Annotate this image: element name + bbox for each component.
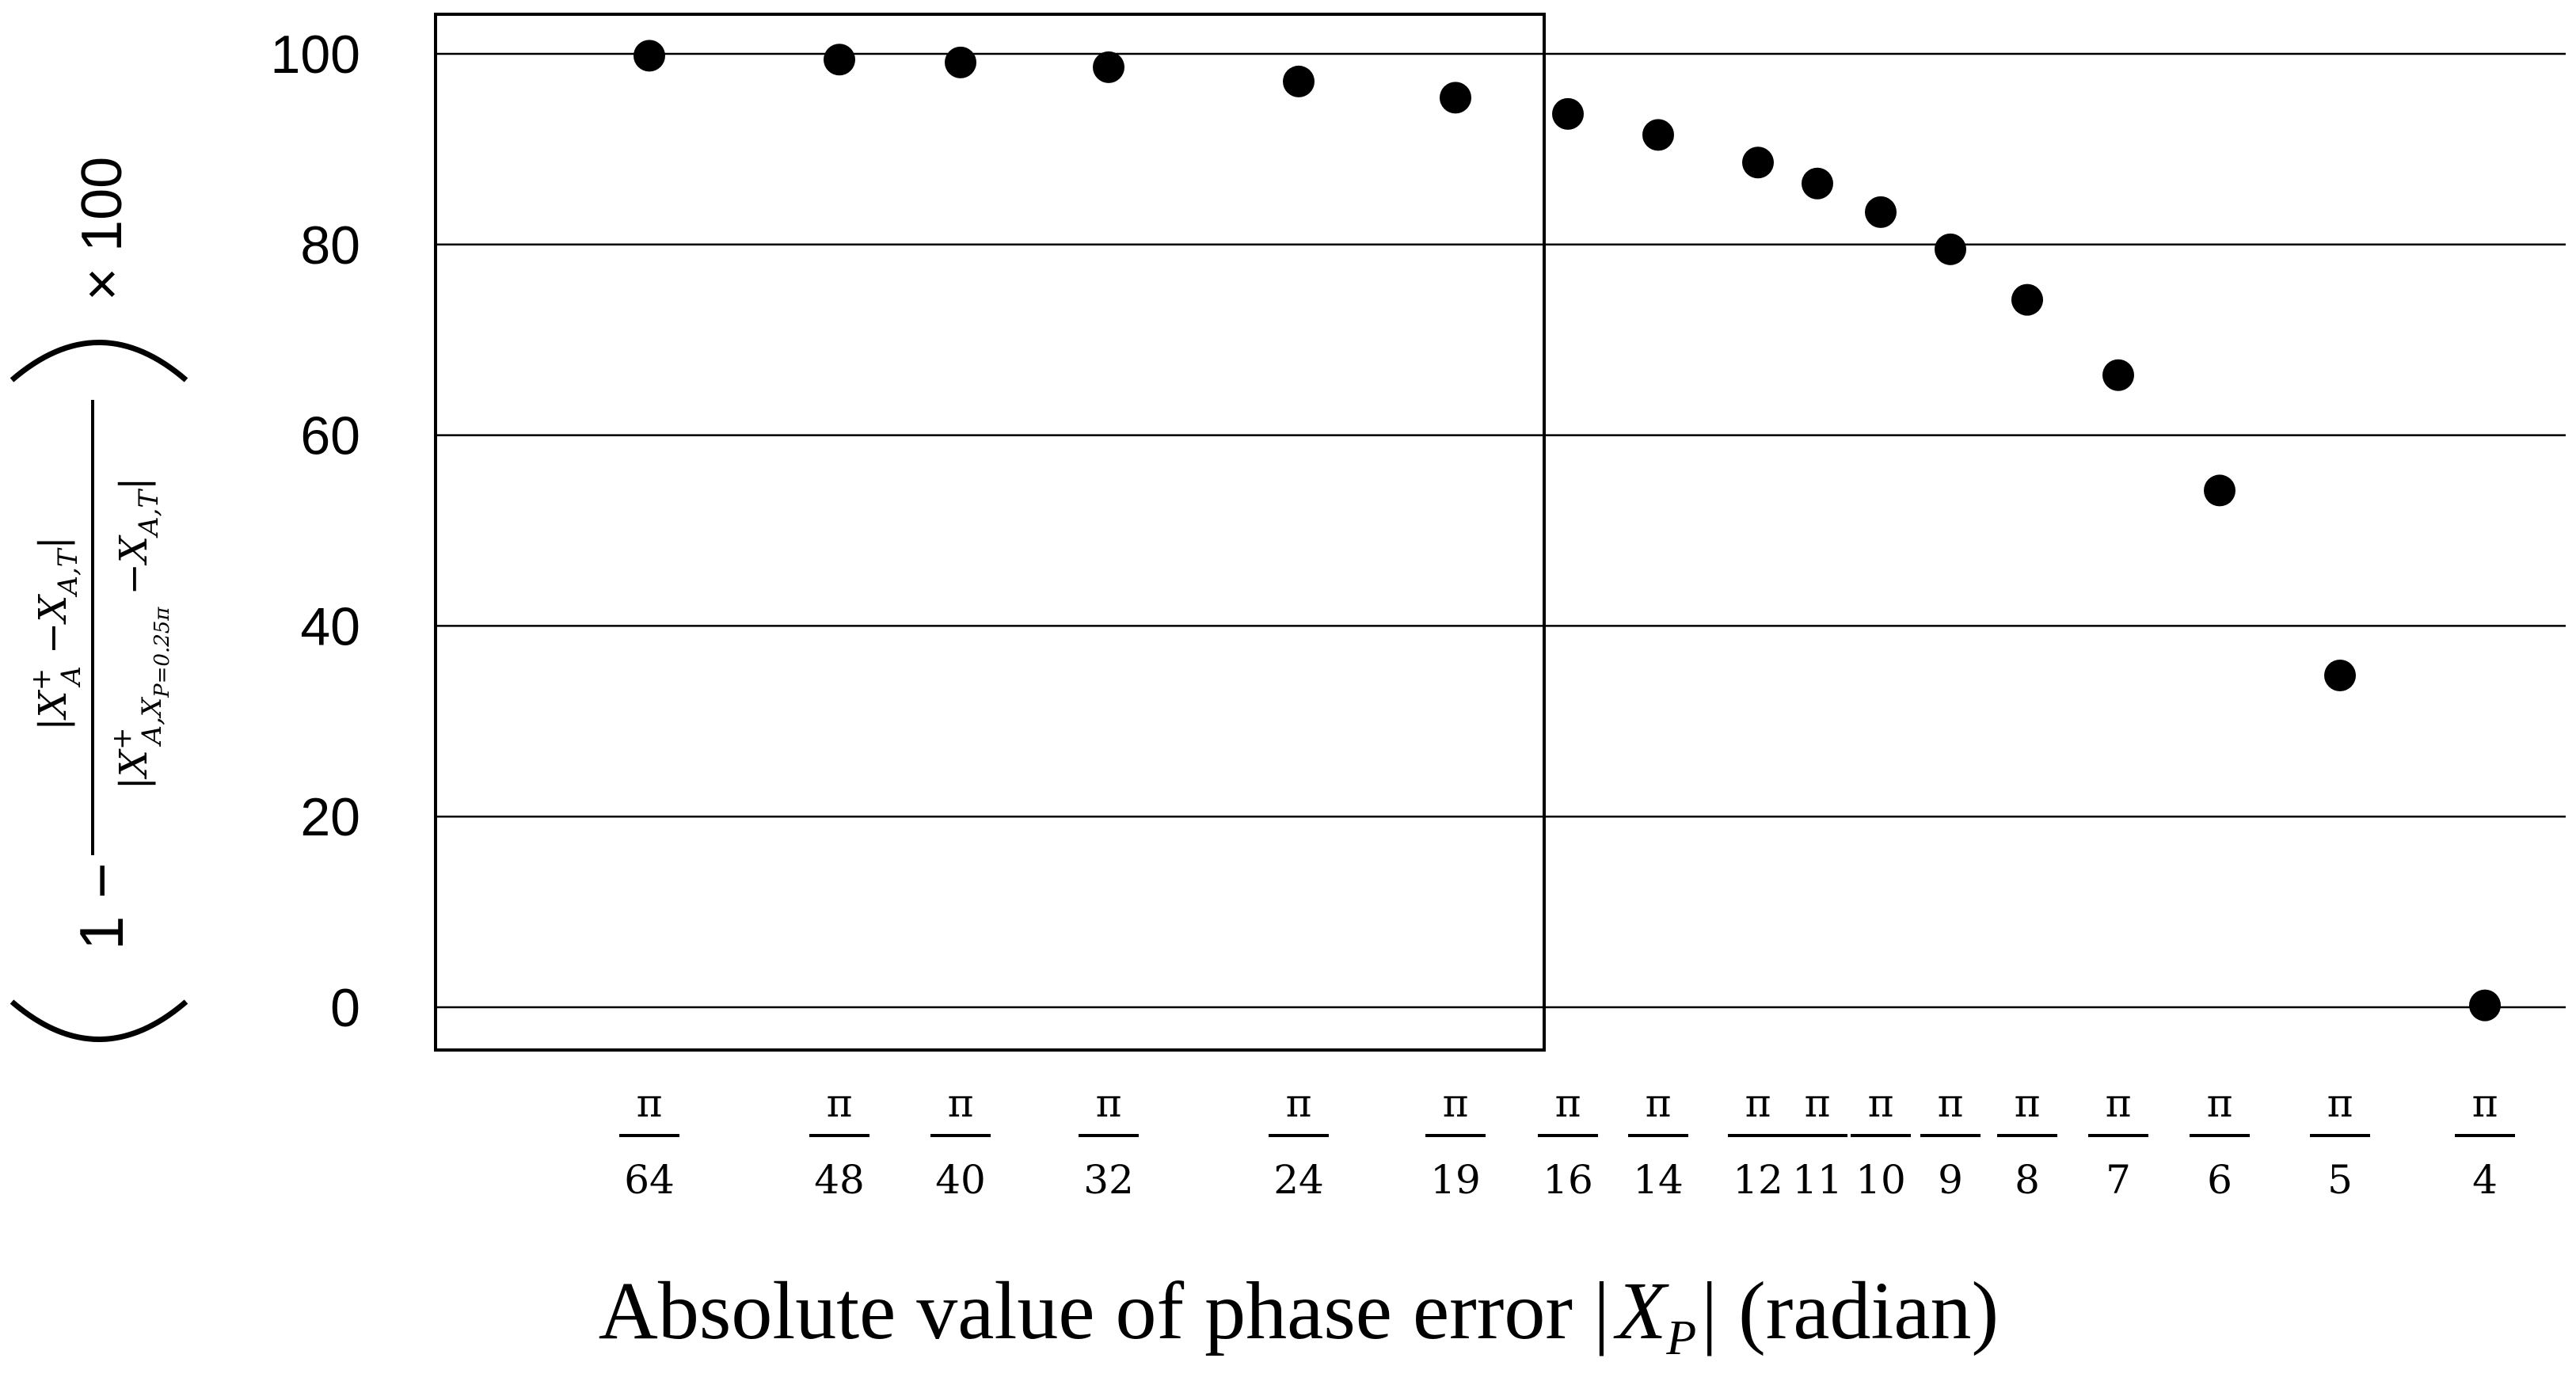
y-axis-title: 1 − |X+A −XA,T| |X+A,XP=0.25π −XA,T| × 1… [10, 157, 188, 1042]
data-point [1440, 82, 1471, 114]
x-tick-labels: π64π48π40π32π24π19π16π14π12π11π10π9π8π7π… [619, 1080, 2515, 1203]
x-tick-label: π8 [1997, 1080, 2057, 1203]
left-paren [10, 999, 188, 1042]
x-tick-label: π 19 [1425, 1080, 1486, 1203]
y-tick-label: 60 [300, 406, 360, 466]
x-tick-label: π 11 [1787, 1080, 1847, 1203]
x-tick-numerator: π [2207, 1080, 2233, 1126]
x-tick-denominator: 10 [1855, 1157, 1906, 1203]
gridlines [436, 52, 2566, 1009]
x-tick-numerator: π [1868, 1080, 1894, 1126]
y-tick-label: 40 [300, 596, 360, 656]
x-tick-numerator: π [1555, 1080, 1581, 1126]
x-tick-numerator: π [1286, 1080, 1312, 1126]
x-tick-label: π 16 [1538, 1080, 1598, 1203]
x-axis-title: Absolute value of phase error |XP| (radi… [599, 1265, 1999, 1365]
x-tick-label: π 64 [619, 1080, 679, 1203]
data-point [634, 40, 665, 72]
data-point [945, 46, 976, 78]
x-tick-label: π 40 [930, 1080, 991, 1203]
data-point [1642, 119, 1674, 151]
x-tick-numerator: π [2015, 1080, 2041, 1126]
x-tick-denominator: 12 [1733, 1157, 1783, 1203]
x-tick-denominator: 8 [2015, 1157, 2040, 1203]
y-tick-labels: 0 20 40 60 80 100 [271, 25, 360, 1038]
y-tick-label: 0 [330, 978, 360, 1038]
data-point [2324, 660, 2356, 692]
y-title-denominator: |X+A,XP=0.25π −XA,T| [106, 477, 174, 790]
data-point [2102, 359, 2134, 391]
x-tick-numerator: π [1646, 1080, 1672, 1126]
plot-frame [434, 13, 1546, 1052]
data-point [1283, 65, 1315, 97]
right-paren [10, 340, 188, 382]
data-point [1935, 233, 1966, 265]
data-point [2011, 283, 2043, 316]
x-tick-denominator: 9 [1938, 1157, 1963, 1203]
y-title-lead: 1 − [67, 862, 136, 950]
x-tick-numerator: π [948, 1080, 974, 1126]
x-tick-numerator: π [2472, 1080, 2498, 1126]
x-tick-denominator: 32 [1083, 1157, 1134, 1203]
x-tick-label: π 32 [1079, 1080, 1139, 1203]
x-tick-denominator: 14 [1633, 1157, 1684, 1203]
x-tick-numerator: π [2106, 1080, 2132, 1126]
y-title-numerator: |X+A −XA,T| [25, 536, 87, 730]
y-tick-label: 100 [271, 25, 360, 85]
x-tick-label: π5 [2310, 1080, 2370, 1203]
x-tick-numerator: π [1805, 1080, 1831, 1126]
data-point [2204, 474, 2235, 507]
x-tick-label: π 48 [809, 1080, 869, 1203]
data-point [824, 44, 855, 76]
data-point [1552, 97, 1584, 130]
data-points [634, 40, 2501, 1021]
y-title-times: × 100 [70, 157, 134, 301]
data-point [1865, 196, 1897, 228]
data-point [2469, 989, 2501, 1021]
x-tick-label: π4 [2455, 1080, 2515, 1203]
x-tick-denominator: 64 [624, 1157, 675, 1203]
x-tick-numerator: π [827, 1080, 853, 1126]
x-tick-numerator: π [2327, 1080, 2353, 1126]
x-tick-denominator: 19 [1430, 1157, 1481, 1203]
x-tick-denominator: 5 [2327, 1157, 2353, 1203]
x-tick-denominator: 24 [1273, 1157, 1324, 1203]
x-tick-denominator: 7 [2106, 1157, 2131, 1203]
data-point [1802, 167, 1833, 200]
x-tick-denominator: 4 [2472, 1157, 2498, 1203]
x-tick-label: π 10 [1851, 1080, 1911, 1203]
data-point [1093, 51, 1124, 83]
x-tick-denominator: 16 [1543, 1157, 1593, 1203]
x-tick-denominator: 48 [814, 1157, 865, 1203]
x-tick-numerator: π [637, 1080, 663, 1126]
x-tick-label: π9 [1920, 1080, 1981, 1203]
x-tick-label: π6 [2190, 1080, 2250, 1203]
x-tick-numerator: π [1745, 1080, 1771, 1126]
x-tick-denominator: 6 [2207, 1157, 2232, 1203]
x-tick-numerator: π [1443, 1080, 1469, 1126]
x-tick-numerator: π [1938, 1080, 1964, 1126]
data-point [1742, 146, 1774, 179]
x-tick-denominator: 11 [1792, 1157, 1843, 1203]
y-tick-label: 80 [300, 215, 360, 276]
x-tick-denominator: 40 [935, 1157, 986, 1203]
x-tick-label: π7 [2088, 1080, 2148, 1203]
x-tick-label: π 24 [1269, 1080, 1329, 1203]
x-tick-label: π 12 [1728, 1080, 1788, 1203]
y-tick-label: 20 [300, 787, 360, 847]
x-tick-numerator: π [1096, 1080, 1122, 1126]
x-tick-label: π 14 [1628, 1080, 1688, 1203]
